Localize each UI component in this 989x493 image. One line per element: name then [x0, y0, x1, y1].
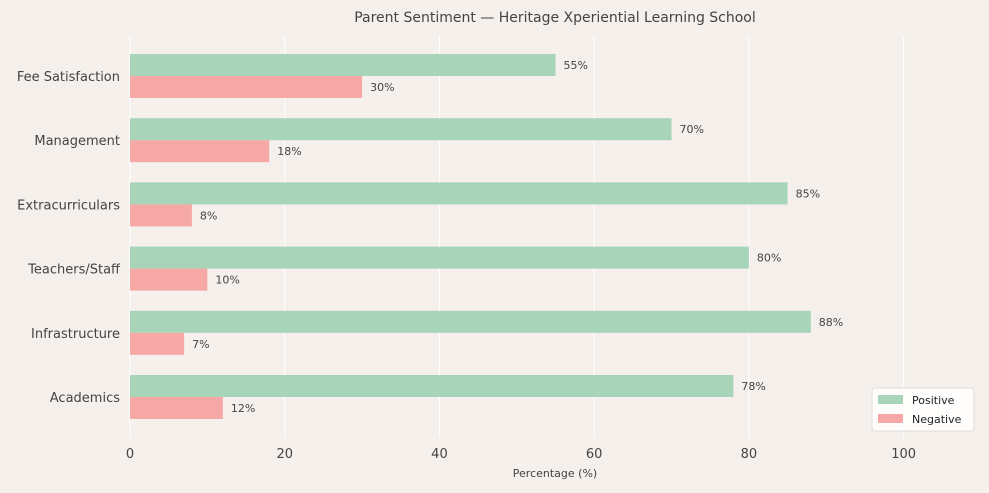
- bar-negative-5: [130, 76, 363, 98]
- data-label-negative-5: 30%: [370, 81, 394, 94]
- data-label-positive-4: 70%: [680, 123, 704, 136]
- data-label-positive-2: 80%: [757, 252, 781, 265]
- category-label-0: Academics: [50, 391, 120, 406]
- data-label-positive-1: 88%: [819, 316, 843, 329]
- data-label-positive-3: 85%: [796, 187, 820, 200]
- data-label-negative-0: 12%: [231, 402, 255, 415]
- x-tick-label-100: 100: [891, 447, 916, 462]
- chart-title: Parent Sentiment — Heritage Xperiential …: [354, 10, 756, 26]
- x-axis: 0 20 40 60 80 100: [126, 447, 916, 462]
- category-label-5: Fee Satisfaction: [17, 70, 120, 85]
- bar-negative-4: [130, 140, 270, 163]
- x-tick-label-80: 80: [741, 447, 758, 462]
- data-label-negative-1: 7%: [192, 338, 209, 351]
- bar-positive-4: [130, 118, 672, 141]
- x-tick-label-0: 0: [126, 447, 134, 462]
- bar-negative-3: [130, 204, 192, 227]
- bar-positive-3: [130, 182, 788, 205]
- bar-negative-2: [130, 268, 208, 291]
- data-label-negative-2: 10%: [215, 274, 239, 287]
- x-axis-title: Percentage (%): [513, 467, 597, 480]
- bar-positive-5: [130, 54, 556, 76]
- bar-negative-1: [130, 332, 185, 355]
- data-label-negative-4: 18%: [277, 145, 301, 158]
- bars: [130, 54, 811, 419]
- data-labels: 78% 12% 88% 7% 80% 10% 85% 8% 70% 18% 55% 30%: [192, 59, 843, 415]
- data-label-positive-0: 78%: [741, 380, 765, 393]
- legend-label-negative: Negative: [912, 413, 962, 426]
- legend-swatch-negative: [878, 414, 903, 423]
- grid: [129, 36, 905, 438]
- x-tick-label-60: 60: [586, 447, 603, 462]
- bar-negative-0: [130, 397, 223, 419]
- x-tick-label-20: 20: [276, 447, 293, 462]
- bar-positive-1: [130, 310, 811, 333]
- category-label-2: Teachers/Staff: [27, 263, 121, 278]
- category-label-4: Management: [34, 134, 120, 149]
- data-label-positive-5: 55%: [564, 59, 588, 72]
- category-label-1: Infrastructure: [31, 327, 120, 342]
- category-label-3: Extracurriculars: [17, 198, 120, 213]
- bar-positive-2: [130, 246, 749, 269]
- legend: Positive Negative: [871, 387, 975, 432]
- legend-label-positive: Positive: [912, 394, 955, 407]
- data-label-negative-3: 8%: [200, 209, 217, 222]
- y-axis: Academics Infrastructure Teachers/Staff Ext…: [17, 70, 121, 406]
- x-tick-label-40: 40: [431, 447, 448, 462]
- bar-positive-0: [130, 375, 734, 397]
- legend-swatch-positive: [878, 395, 903, 404]
